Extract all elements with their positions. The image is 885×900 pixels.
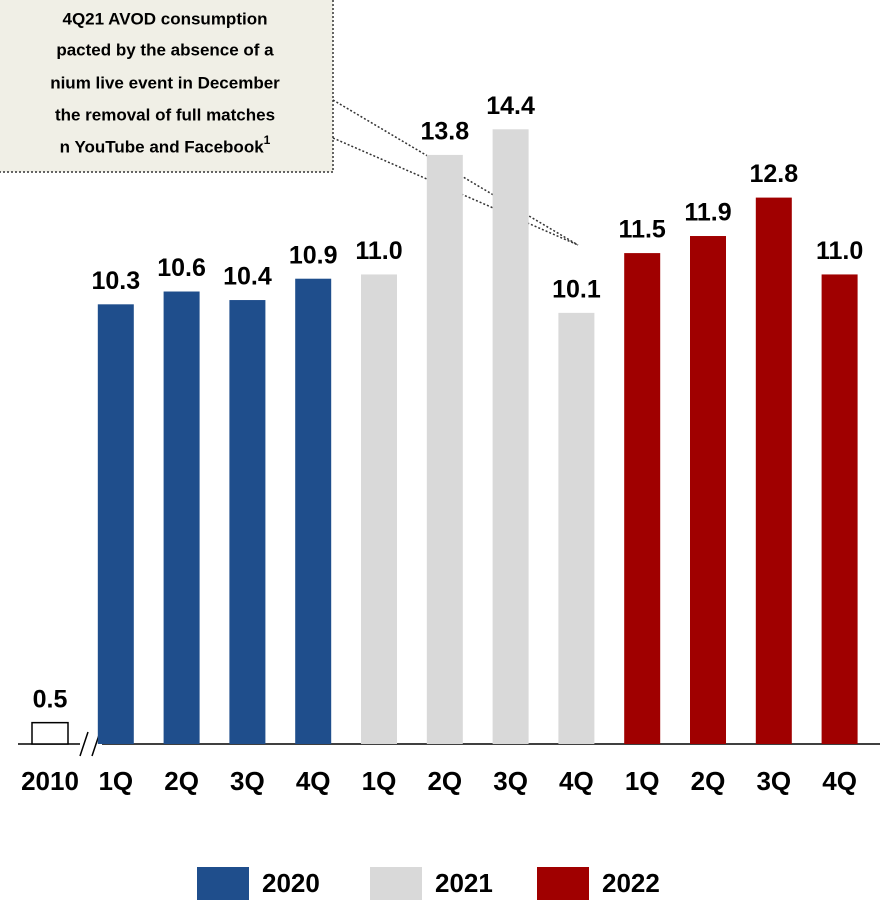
- x-tick-label: 3Q: [756, 766, 791, 796]
- bar: [492, 129, 529, 745]
- value-label: 10.6: [157, 254, 206, 282]
- value-label: 11.9: [684, 199, 731, 227]
- bar: [426, 154, 463, 745]
- annotation-line: the removal of full matches: [55, 105, 275, 124]
- bar: [163, 291, 200, 744]
- x-tick-label: 3Q: [230, 766, 265, 796]
- x-tick-label: 4Q: [822, 766, 857, 796]
- x-tick-label: 4Q: [296, 766, 331, 796]
- value-label: 14.4: [486, 92, 535, 120]
- value-label: 10.9: [289, 241, 338, 269]
- bar: [97, 304, 134, 744]
- annotation-line: n YouTube and Facebook1: [60, 133, 271, 156]
- value-label: 11.0: [816, 237, 863, 265]
- x-tick-label: 1Q: [362, 766, 397, 796]
- value-label: 11.5: [619, 216, 666, 244]
- annotation-line: 4Q21 AVOD consumption: [63, 9, 268, 28]
- bar: [295, 278, 332, 744]
- x-tick-label: 3Q: [493, 766, 528, 796]
- bar: [361, 274, 397, 744]
- legend-swatch: [197, 867, 249, 900]
- x-tick-label: 2Q: [691, 766, 726, 796]
- bar: [624, 253, 661, 744]
- legend-swatch: [370, 867, 422, 900]
- legend-label: 2022: [602, 868, 660, 898]
- value-label: 13.8: [420, 118, 469, 146]
- x-tick-label: 1Q: [625, 766, 660, 796]
- legend-label: 2021: [435, 868, 493, 898]
- x-tick-label: 4Q: [559, 766, 594, 796]
- callout-line: [332, 99, 579, 246]
- value-label: 10.3: [91, 267, 140, 295]
- value-label: 10.1: [552, 275, 601, 303]
- axis-break: [79, 731, 89, 757]
- bar: [821, 274, 858, 744]
- x-tick-label: 1Q: [98, 766, 133, 796]
- bar: [229, 300, 266, 744]
- value-label: 10.4: [223, 263, 272, 291]
- annotation-box: [0, 0, 334, 173]
- legend-label: 2020: [262, 868, 320, 898]
- bar: [755, 197, 792, 745]
- value-label: 12.8: [749, 160, 798, 188]
- annotation-line: pacted by the absence of a: [56, 40, 274, 59]
- x-tick-label: 2010: [21, 766, 79, 796]
- bar: [31, 721, 69, 745]
- annotation: 4Q21 AVOD consumption pacted by the absen…: [0, 0, 579, 246]
- value-label: 0.5: [33, 685, 68, 713]
- legend-swatch: [537, 867, 589, 900]
- bar: [558, 312, 595, 744]
- annotation-line: nium live event in December: [50, 73, 280, 92]
- annotation-superscript: 1: [264, 133, 271, 147]
- x-tick-label: 2Q: [427, 766, 462, 796]
- value-label: 11.0: [355, 237, 402, 265]
- x-tick-label: 2Q: [164, 766, 199, 796]
- bar: [690, 236, 726, 745]
